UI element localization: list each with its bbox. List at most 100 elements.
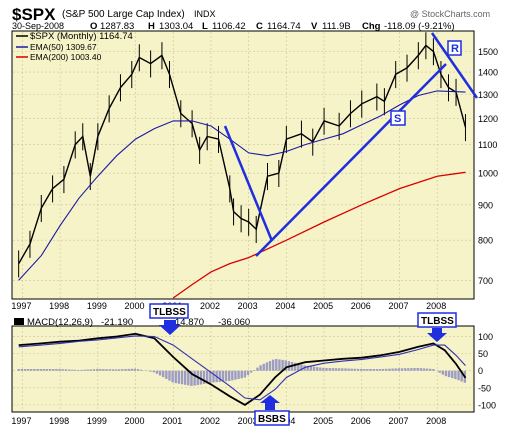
price-panel [11, 30, 475, 300]
price-legend: $SPX (Monthly) 1164.74 EMA(50) 1309.67 E… [16, 31, 133, 62]
macd-histogram-bar [385, 368, 388, 371]
open-label: O [90, 21, 97, 32]
macd-histogram-bar [322, 367, 325, 371]
price-x-tick: 2000 [125, 301, 145, 311]
macd-histogram-bar [124, 369, 127, 371]
macd-histogram-bar [183, 370, 187, 385]
price-y-tick: 1100 [478, 140, 497, 150]
macd-histogram-bar [58, 369, 61, 371]
macd-histogram-bar [177, 370, 181, 384]
price-y-tick: 900 [478, 200, 493, 210]
macd-histogram-bar [400, 368, 404, 371]
macd-histogram-bar [227, 370, 231, 382]
bsbs-label: BSBS [258, 414, 286, 425]
ema50-series-line [18, 90, 466, 281]
macd-histogram-bar [111, 369, 115, 371]
macd-hist-value: -36.060 [218, 317, 250, 328]
macd-histogram-bar [328, 368, 331, 371]
macd-histogram-bar [67, 369, 71, 371]
tlbss-left-badge [149, 303, 189, 319]
macd-x-tick: 2001 [162, 416, 182, 426]
price-y-tick: 800 [478, 236, 493, 246]
support-trendline [255, 63, 447, 257]
macd-histogram-bar [86, 369, 89, 371]
macd-histogram-bar [36, 369, 39, 371]
macd-histogram-bar [20, 369, 23, 371]
index-name: (S&P 500 Large Cap Index) [62, 9, 185, 20]
macd-line [18, 332, 467, 406]
macd-histogram-bar [356, 368, 360, 371]
macd-histogram-bar [372, 369, 375, 371]
macd-histogram-bar [281, 359, 284, 371]
macd-y-tick: -50 [478, 383, 491, 393]
macd-histogram-bar [234, 370, 237, 380]
macd-histogram-bar [413, 368, 416, 371]
support-label: S [394, 113, 401, 125]
low-label: L [202, 21, 208, 32]
macd-histogram-bar [202, 370, 206, 384]
macd-x-tick: 1998 [49, 416, 69, 426]
macd-histogram-bar [152, 370, 155, 373]
symbol-title: $SPX [12, 5, 56, 24]
price-x-tick: 1997 [11, 301, 31, 311]
macd-histogram-bar [168, 370, 171, 381]
resistance-label: R [451, 43, 459, 55]
macd-histogram-bar [319, 367, 322, 371]
macd-histogram-bar [359, 368, 363, 371]
macd-histogram-bar [293, 362, 297, 371]
macd-histogram-bar [278, 359, 281, 371]
macd-histogram-bar [96, 369, 99, 371]
macd-histogram-bar [309, 366, 313, 371]
volume-value: 111.9B [322, 21, 351, 32]
price-y-tick: 700 [478, 276, 493, 286]
macd-legend: MACD(12,26,9) -21.190 14.870 -36.060 [14, 317, 250, 328]
macd-histogram-bar [268, 361, 272, 371]
macd-histogram-bar [460, 370, 463, 382]
macd-histogram-bar [70, 369, 74, 371]
macd-histogram-bar [325, 368, 328, 371]
macd-x-tick: 2007 [388, 416, 408, 426]
legend-price: $SPX (Monthly) 1164.74 [30, 31, 133, 42]
macd-histogram-bar [199, 370, 203, 385]
price-series-line [18, 44, 467, 264]
macd-histogram-bar [136, 369, 140, 371]
macd-histogram-bar [403, 368, 407, 371]
macd-histogram-bar [416, 367, 419, 371]
macd-histogram-bar [391, 368, 394, 371]
price-x-tick: 1999 [87, 301, 107, 311]
price-x-tick: 2006 [351, 301, 371, 311]
macd-histogram-bar [366, 369, 369, 371]
macd-histogram-bar [341, 368, 344, 371]
macd-histogram-bar [205, 370, 209, 384]
macd-histogram-bar [99, 369, 102, 371]
macd-histogram-bar [61, 369, 64, 371]
macd-histogram-bar [259, 365, 262, 371]
macd-histogram-bar [447, 370, 451, 378]
macd-histogram-bar [39, 369, 42, 371]
macd-histogram-bar [394, 368, 397, 371]
macd-histogram-bar [26, 369, 30, 371]
macd-histogram-bar [17, 369, 20, 371]
macd-histogram-bar [74, 369, 77, 371]
macd-histogram-bar [30, 369, 33, 371]
macd-histogram-bar [108, 369, 111, 371]
high-value: 1303.04 [159, 21, 193, 32]
macd-histogram-bar [139, 369, 143, 371]
macd-x-tick: 2006 [351, 416, 371, 426]
macd-histogram-bar [190, 370, 193, 386]
macd-histogram-bar [306, 365, 309, 371]
macd-histogram-bar [42, 369, 45, 371]
macd-histogram-bar [275, 358, 278, 371]
quote-date: 30-Sep-2008 [12, 21, 64, 31]
macd-histogram-bar [315, 367, 319, 371]
macd-histogram-bar [350, 368, 353, 371]
macd-histogram-bar [133, 368, 137, 371]
downtrend-line-2002 [223, 125, 274, 242]
macd-histogram-bar [407, 368, 410, 371]
price-y-axis: 700 800 900 1000 1100 1200 1300 1400 1500 [478, 47, 498, 286]
macd-histogram-bar [77, 369, 80, 371]
macd-histogram-bar [92, 369, 96, 371]
macd-histogram-bar [410, 368, 413, 371]
macd-signal-line [18, 335, 466, 401]
